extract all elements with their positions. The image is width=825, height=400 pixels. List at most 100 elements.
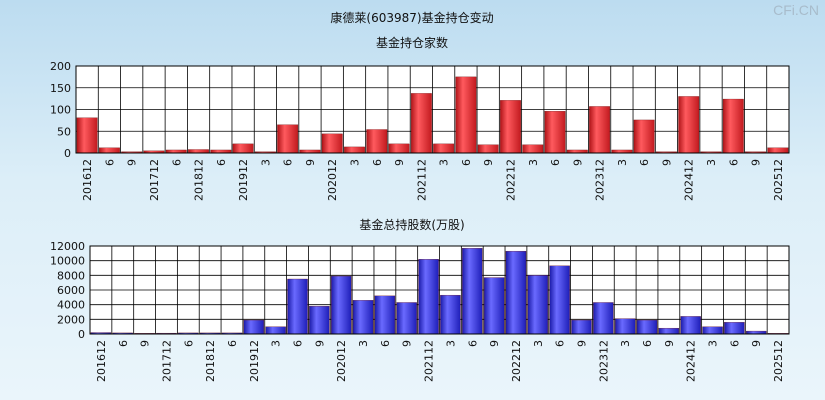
watermark-logo: CFi.CN [773,2,819,18]
shares-bar [309,305,330,335]
count-bar [277,124,299,154]
shares-x-tick-label: 201612 [95,340,108,382]
shares-x-tick-label: 6 [182,340,195,347]
count-x-tick-label: 202212 [504,159,517,201]
shares-x-tick-label: 201912 [248,340,261,382]
shares-x-tick-label: 202012 [335,340,348,382]
shares-x-tick-label: 6 [379,340,392,347]
shares-bar [527,275,548,335]
shares-x-tick-label: 3 [444,340,457,347]
shares-y-tick-label: 0 [78,328,85,341]
shares-x-tick-label: 202312 [597,340,610,382]
count-x-tick-label: 3 [259,159,272,166]
shares-x-tick-label: 3 [357,340,370,347]
shares-x-tick-label: 202412 [685,340,698,382]
shares-bar [593,302,614,335]
count-bar [188,149,209,154]
shares-bar [483,277,505,335]
count-x-tick-label: 3 [349,159,362,166]
count-bar [722,98,744,154]
count-x-tick-label: 3 [527,159,540,166]
shares-x-tick-label: 9 [313,340,326,347]
count-x-tick-label: 201712 [148,159,161,201]
count-bar [366,129,388,154]
count-x-tick-label: 9 [571,159,584,166]
count-x-tick-label: 9 [482,159,495,166]
shares-bar [636,319,658,335]
count-x-tick-label: 202312 [594,159,607,201]
chart2-title: 基金总持股数(万股) [359,217,464,232]
shares-x-tick-label: 9 [663,340,676,347]
count-x-tick-label: 9 [660,159,673,166]
shares-bar [265,326,286,335]
shares-bar [352,300,374,335]
count-bar [633,119,655,154]
shares-y-tick-label: 2000 [57,313,85,326]
count-x-tick-label: 6 [103,159,116,166]
count-bar [344,146,365,154]
count-bar [433,143,455,154]
shares-bar [658,327,680,335]
count-y-tick-label: 0 [64,147,71,160]
count-x-tick-label: 9 [126,159,139,166]
count-x-tick-label: 6 [549,159,562,166]
shares-bar [418,259,439,335]
shares-x-tick-label: 6 [117,340,130,347]
count-x-tick-label: 3 [705,159,718,166]
count-bar [522,144,544,154]
shares-x-tick-label: 3 [270,340,283,347]
chart1-title: 基金持仓家数 [376,35,448,50]
shares-y-tick-label: 6000 [57,284,85,297]
count-bar [477,144,499,154]
shares-bar [571,319,592,335]
count-bar [767,147,789,154]
count-x-tick-label: 202012 [326,159,339,201]
shares-x-tick-label: 6 [466,340,479,347]
shares-bar [505,250,527,335]
count-y-tick-label: 200 [50,60,71,73]
shares-bar [680,316,701,335]
count-x-tick-label: 6 [460,159,473,166]
shares-x-tick-label: 3 [532,340,545,347]
shares-x-tick-label: 201812 [204,340,217,382]
shares-bar [396,302,417,335]
count-x-tick-label: 9 [304,159,317,166]
shares-bar [374,295,396,335]
count-x-tick-label: 201612 [81,159,94,201]
count-x-tick-label: 3 [438,159,451,166]
shares-y-tick-label: 4000 [57,299,85,312]
count-y-tick-label: 150 [50,82,71,95]
shares-x-tick-label: 6 [292,340,305,347]
shares-y-tick-label: 8000 [57,269,85,282]
shares-bar [287,278,308,335]
shares-x-tick-label: 9 [139,340,152,347]
count-x-tick-label: 202112 [415,159,428,201]
count-bar [388,143,410,154]
shares-x-tick-label: 202212 [510,340,523,382]
shares-bar [702,326,723,335]
shares-x-tick-label: 202512 [772,340,785,382]
shares-x-tick-label: 9 [575,340,588,347]
count-x-tick-label: 9 [393,159,406,166]
shares-bar [724,322,745,335]
count-x-tick-label: 201812 [193,159,206,201]
shares-x-tick-label: 9 [401,340,414,347]
shares-x-tick-label: 3 [619,340,632,347]
shares-frame [89,245,790,335]
count-bar [99,147,120,154]
count-x-tick-label: 9 [750,159,763,166]
shares-y-tick-label: 12000 [50,240,85,253]
shares-x-tick-label: 201712 [160,340,173,382]
count-x-tick-label: 202412 [683,159,696,201]
count-bar [232,143,254,154]
count-y-tick-label: 50 [57,125,71,138]
shares-bar [462,248,483,335]
count-bar [321,133,343,154]
shares-x-tick-label: 6 [728,340,741,347]
main-title: 康德莱(603987)基金持仓变动 [330,10,493,25]
count-bar [500,100,521,154]
shares-bar [440,294,461,335]
count-bar [678,96,700,154]
count-bar [76,117,98,154]
